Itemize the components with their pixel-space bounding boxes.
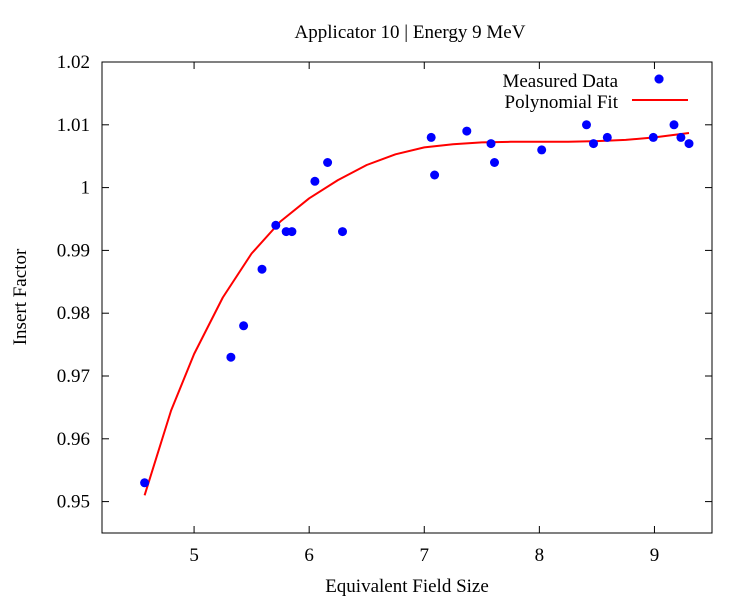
data-point xyxy=(226,352,236,362)
x-axis-label: Equivalent Field Size xyxy=(325,576,489,597)
data-point xyxy=(430,170,440,180)
data-point xyxy=(486,139,496,149)
legend: Measured Data Polynomial Fit xyxy=(502,71,688,113)
y-tick-label: 1 xyxy=(81,178,91,199)
x-tick-label: 7 xyxy=(420,545,430,566)
y-tick-label: 0.96 xyxy=(57,429,90,450)
y-tick-label: 1.02 xyxy=(57,52,90,73)
x-tick-label: 8 xyxy=(535,545,545,566)
data-point xyxy=(140,478,150,488)
data-point xyxy=(669,120,679,130)
y-tick-label: 0.95 xyxy=(57,492,90,513)
data-point xyxy=(239,321,249,331)
data-point xyxy=(338,227,347,237)
data-point xyxy=(537,145,547,155)
y-axis-label: Insert Factor xyxy=(10,248,31,345)
x-tick-label: 6 xyxy=(304,545,314,566)
x-tick-label: 9 xyxy=(650,545,660,566)
data-point xyxy=(310,176,320,186)
data-point xyxy=(490,158,499,167)
y-tick-label: 1.01 xyxy=(57,115,90,136)
y-tick-label: 0.97 xyxy=(57,366,90,387)
data-point xyxy=(271,220,281,230)
data-points xyxy=(140,74,694,488)
data-point xyxy=(676,132,686,142)
chart-title: Applicator 10 | Energy 9 MeV xyxy=(295,22,526,43)
data-point xyxy=(684,139,694,149)
x-tick-label: 5 xyxy=(189,545,199,566)
data-point xyxy=(648,132,658,142)
plot-frame xyxy=(101,61,713,534)
legend-marker-measured xyxy=(654,74,664,84)
data-point xyxy=(582,120,591,130)
axis-ticks: 5 6 7 8 9 0.95 0.96 0.97 0.98 0.99 1 1.01 1.02 xyxy=(57,52,712,566)
legend-label-measured: Measured Data xyxy=(502,71,618,92)
data-point xyxy=(323,158,333,167)
data-point xyxy=(426,132,436,142)
y-tick-label: 0.98 xyxy=(57,303,90,324)
data-point xyxy=(589,139,598,149)
y-tick-label: 0.99 xyxy=(57,240,90,261)
fit-line xyxy=(143,132,690,496)
fit-layer xyxy=(143,132,690,496)
data-point xyxy=(287,227,297,237)
legend-label-fit: Polynomial Fit xyxy=(505,92,619,113)
data-point xyxy=(602,132,612,142)
data-point xyxy=(462,126,472,136)
data-point xyxy=(257,264,267,274)
